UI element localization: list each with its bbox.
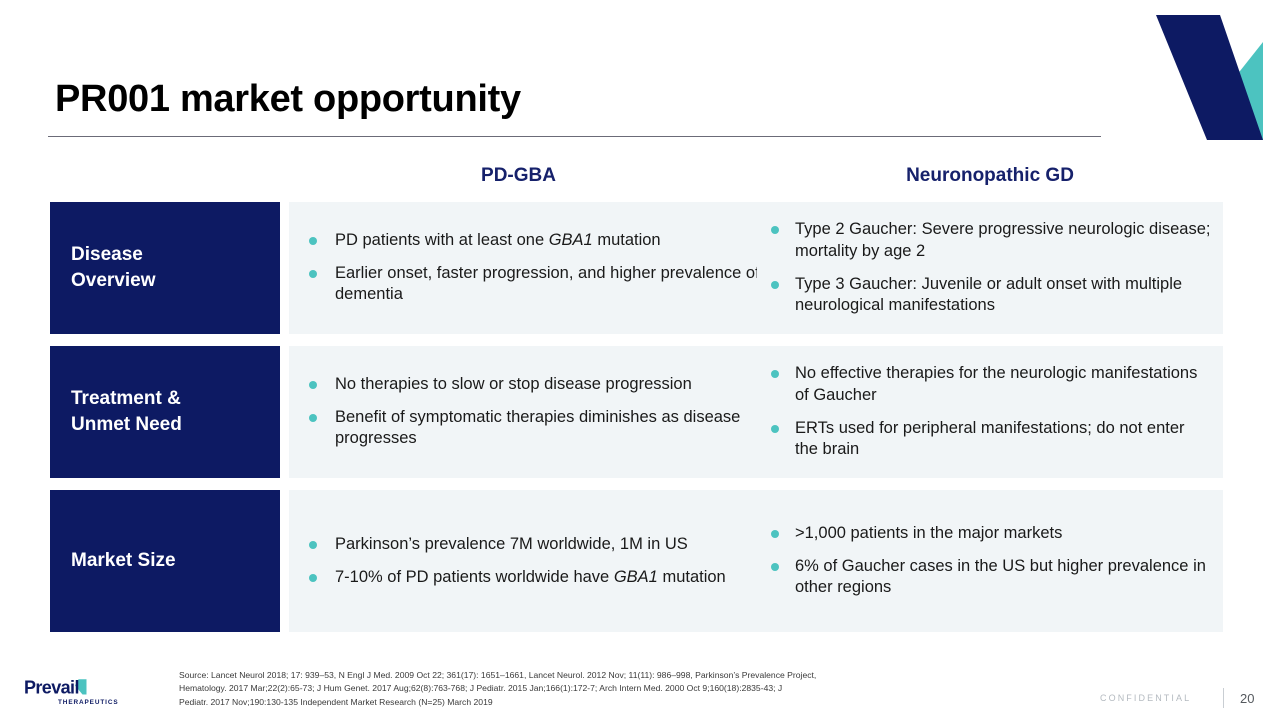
bullet-text-pre: No effective therapies for the neurologi…: [795, 363, 1198, 404]
list-item: PD patients with at least one GBA1 mutat…: [289, 230, 786, 252]
source-line-3: Pediatr. 2017 Nov;190:130-135 Independen…: [179, 696, 493, 707]
bullet-text-pre: Type 2 Gaucher: Severe progressive neuro…: [795, 219, 1211, 260]
page-number: 20: [1240, 691, 1255, 706]
table-row: Treatment & Unmet Need No therapies to s…: [50, 346, 1223, 478]
source-citation: Source: Lancet Neurol 2018; 17: 939–53, …: [179, 669, 1009, 709]
bullet-text-pre: ERTs used for peripheral manifestations;…: [795, 418, 1185, 459]
table-row: Disease Overview PD patients with at lea…: [50, 202, 1223, 334]
row-label-line1: Disease: [71, 244, 143, 266]
bullet-text-pre: Earlier onset, faster progression, and h…: [335, 263, 760, 304]
prevail-logo-svg: Prevail THERAPEUTICS: [24, 678, 119, 707]
bullet-dot-icon: [771, 424, 779, 433]
bullet-dot-icon: [771, 225, 779, 234]
bullet-dot-icon: [309, 413, 317, 422]
list-item: Earlier onset, faster progression, and h…: [289, 263, 786, 307]
bullet-text-pre: Benefit of symptomatic therapies diminis…: [335, 407, 741, 448]
v-logo-navy-stroke: [1156, 15, 1263, 140]
bullet-list: PD patients with at least one GBA1 mutat…: [289, 230, 786, 307]
bullet-list: No therapies to slow or stop disease pro…: [289, 374, 786, 451]
bullet-text-gene: GBA1: [548, 230, 593, 249]
bullet-list: Parkinson’s prevalence 7M worldwide, 1M …: [289, 534, 786, 589]
list-item: Type 2 Gaucher: Severe progressive neuro…: [757, 219, 1211, 263]
bullet-list: No effective therapies for the neurologi…: [757, 363, 1211, 462]
bullet-text-pre: Type 3 Gaucher: Juvenile or adult onset …: [795, 274, 1183, 315]
v-logo-svg: [1156, 15, 1263, 140]
list-item: Benefit of symptomatic therapies diminis…: [289, 407, 786, 451]
bullet-dot-icon: [771, 529, 779, 538]
cell-market-size-neuronopathic-gd: >1,000 patients in the major markets 6% …: [757, 490, 1223, 632]
list-item: Parkinson’s prevalence 7M worldwide, 1M …: [289, 534, 786, 556]
cell-disease-overview-neuronopathic-gd: Type 2 Gaucher: Severe progressive neuro…: [757, 202, 1223, 334]
prevail-wordmark: Prevail: [24, 678, 79, 698]
corner-v-logo: [1145, 0, 1280, 148]
bullet-dot-icon: [309, 540, 317, 549]
source-line-1: Source: Lancet Neurol 2018; 17: 939–53, …: [179, 670, 817, 680]
list-item: 7-10% of PD patients worldwide have GBA1…: [289, 567, 786, 589]
prevail-tagline: THERAPEUTICS: [58, 699, 119, 706]
column-header-pd-gba: PD-GBA: [481, 165, 556, 186]
source-line-2: Hematology. 2017 Mar;22(2):65-73; J Hum …: [179, 683, 783, 694]
prevail-logo-teal-accent: [75, 679, 87, 695]
list-item: No effective therapies for the neurologi…: [757, 363, 1211, 407]
cell-treatment-unmet-need-pd-gba: No therapies to slow or stop disease pro…: [289, 346, 798, 478]
bullet-text-pre: >1,000 patients in the major markets: [795, 523, 1063, 542]
bullet-dot-icon: [771, 562, 779, 571]
confidential-label: CONFIDENTIAL: [1100, 693, 1192, 703]
column-header-neuronopathic-gd: Neuronopathic GD: [906, 165, 1074, 186]
bullet-list: Type 2 Gaucher: Severe progressive neuro…: [757, 219, 1211, 318]
bullet-text-pre: 6% of Gaucher cases in the US but higher…: [795, 556, 1206, 597]
list-item: Type 3 Gaucher: Juvenile or adult onset …: [757, 274, 1211, 318]
cell-market-size-pd-gba: Parkinson’s prevalence 7M worldwide, 1M …: [289, 490, 798, 632]
bullet-dot-icon: [309, 236, 317, 245]
bullet-text-post: mutation: [657, 567, 726, 586]
page-title: PR001 market opportunity: [55, 78, 521, 120]
cell-disease-overview-pd-gba: PD patients with at least one GBA1 mutat…: [289, 202, 798, 334]
bullet-text-post: mutation: [592, 230, 661, 249]
title-underline: [48, 136, 1101, 137]
bullet-text-pre: PD patients with at least one: [335, 230, 549, 249]
bullet-dot-icon: [309, 380, 317, 389]
table-row: Market Size Parkinson’s prevalence 7M wo…: [50, 490, 1223, 632]
bullet-dot-icon: [771, 280, 779, 289]
bullet-text-pre: No therapies to slow or stop disease pro…: [335, 374, 692, 393]
cell-treatment-unmet-need-neuronopathic-gd: No effective therapies for the neurologi…: [757, 346, 1223, 478]
list-item: ERTs used for peripheral manifestations;…: [757, 418, 1211, 462]
bullet-text-gene: GBA1: [613, 567, 658, 586]
row-label-market-size: Market Size: [50, 490, 280, 632]
bullet-text-pre: Parkinson’s prevalence 7M worldwide, 1M …: [335, 534, 688, 553]
bullet-text-pre: 7-10% of PD patients worldwide have: [335, 567, 614, 586]
row-label-disease-overview: Disease Overview: [50, 202, 280, 334]
row-label-line2: Unmet Need: [71, 414, 182, 435]
list-item: 6% of Gaucher cases in the US but higher…: [757, 556, 1211, 600]
bullet-dot-icon: [771, 369, 779, 378]
row-label-treatment-unmet-need: Treatment & Unmet Need: [50, 346, 280, 478]
row-label-line1: Treatment &: [71, 388, 181, 410]
bullet-list: >1,000 patients in the major markets 6% …: [757, 523, 1211, 600]
bullet-dot-icon: [309, 573, 317, 582]
row-label-line2: Overview: [71, 270, 156, 291]
prevail-logo: Prevail THERAPEUTICS: [24, 676, 120, 707]
row-label-line1: Market Size: [71, 550, 176, 572]
list-item: No therapies to slow or stop disease pro…: [289, 374, 786, 396]
footer-divider: [1223, 688, 1224, 708]
list-item: >1,000 patients in the major markets: [757, 523, 1211, 545]
bullet-dot-icon: [309, 269, 317, 278]
